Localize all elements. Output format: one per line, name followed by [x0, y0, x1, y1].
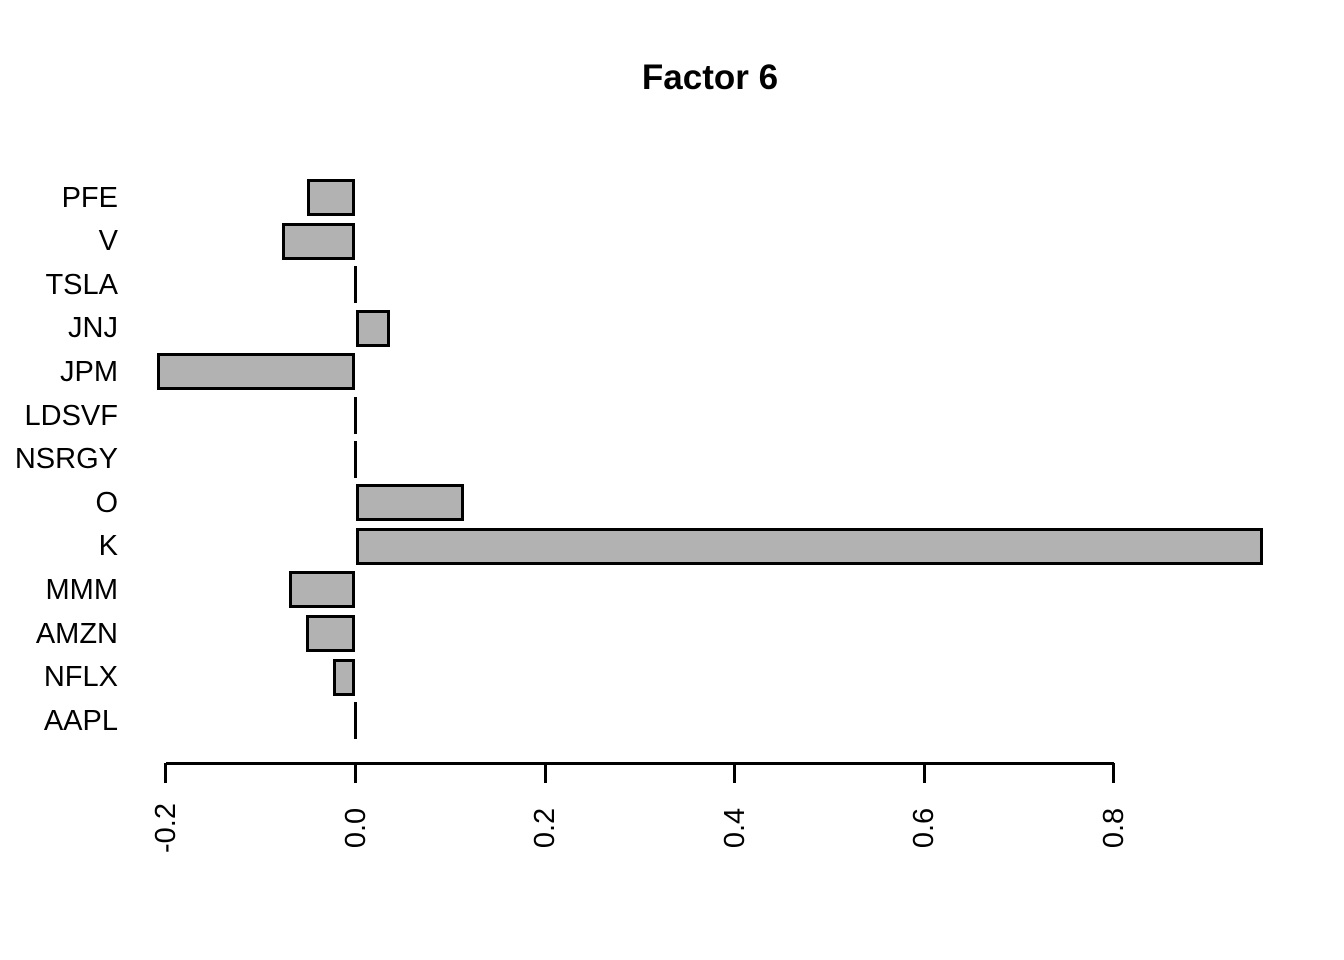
y-axis-category-label: MMM [45, 573, 118, 606]
y-axis-category-label: NSRGY [14, 443, 118, 476]
y-axis-category-label: PFE [61, 181, 118, 214]
zero-value-bar [354, 266, 357, 304]
zero-value-bar [354, 440, 357, 478]
x-axis-tick-label: 0.2 [529, 807, 562, 849]
x-axis-tick-label: -0.2 [149, 803, 182, 853]
bar [281, 222, 356, 260]
x-axis-tick [733, 763, 737, 783]
x-axis-tick-label: 0.8 [1097, 807, 1130, 849]
zero-value-bar [354, 397, 357, 434]
y-axis-category-label: NFLX [43, 661, 118, 694]
bar [355, 527, 1263, 565]
y-axis-category-label: TSLA [45, 268, 118, 301]
x-axis-tick [354, 763, 357, 783]
bar [157, 353, 356, 391]
y-axis-category-label: JNJ [68, 312, 118, 345]
bar [332, 658, 356, 696]
x-axis-tick [922, 763, 926, 783]
x-axis-tick-label: 0.0 [339, 807, 372, 849]
bar [307, 179, 356, 216]
bar [355, 484, 464, 522]
bar [355, 309, 390, 347]
y-axis-category-label: JPM [60, 355, 118, 388]
x-axis-tick-label: 0.6 [908, 807, 941, 849]
y-axis-category-label: AMZN [35, 617, 118, 650]
y-axis-category-label: V [98, 225, 118, 258]
x-axis-tick [1112, 763, 1116, 783]
x-axis-tick [164, 763, 168, 783]
bar [306, 615, 356, 652]
y-axis-category-label: AAPL [43, 704, 118, 737]
y-axis-category-label: LDSVF [24, 399, 118, 432]
x-axis-tick-label: 0.4 [718, 807, 751, 849]
y-axis-category-label: O [95, 486, 118, 519]
chart-title: Factor 6 [641, 58, 779, 97]
zero-value-bar [354, 702, 357, 740]
x-axis-tick [543, 763, 547, 783]
y-axis-category-label: K [98, 530, 118, 563]
bar [289, 571, 356, 609]
x-axis-line [165, 761, 1114, 765]
